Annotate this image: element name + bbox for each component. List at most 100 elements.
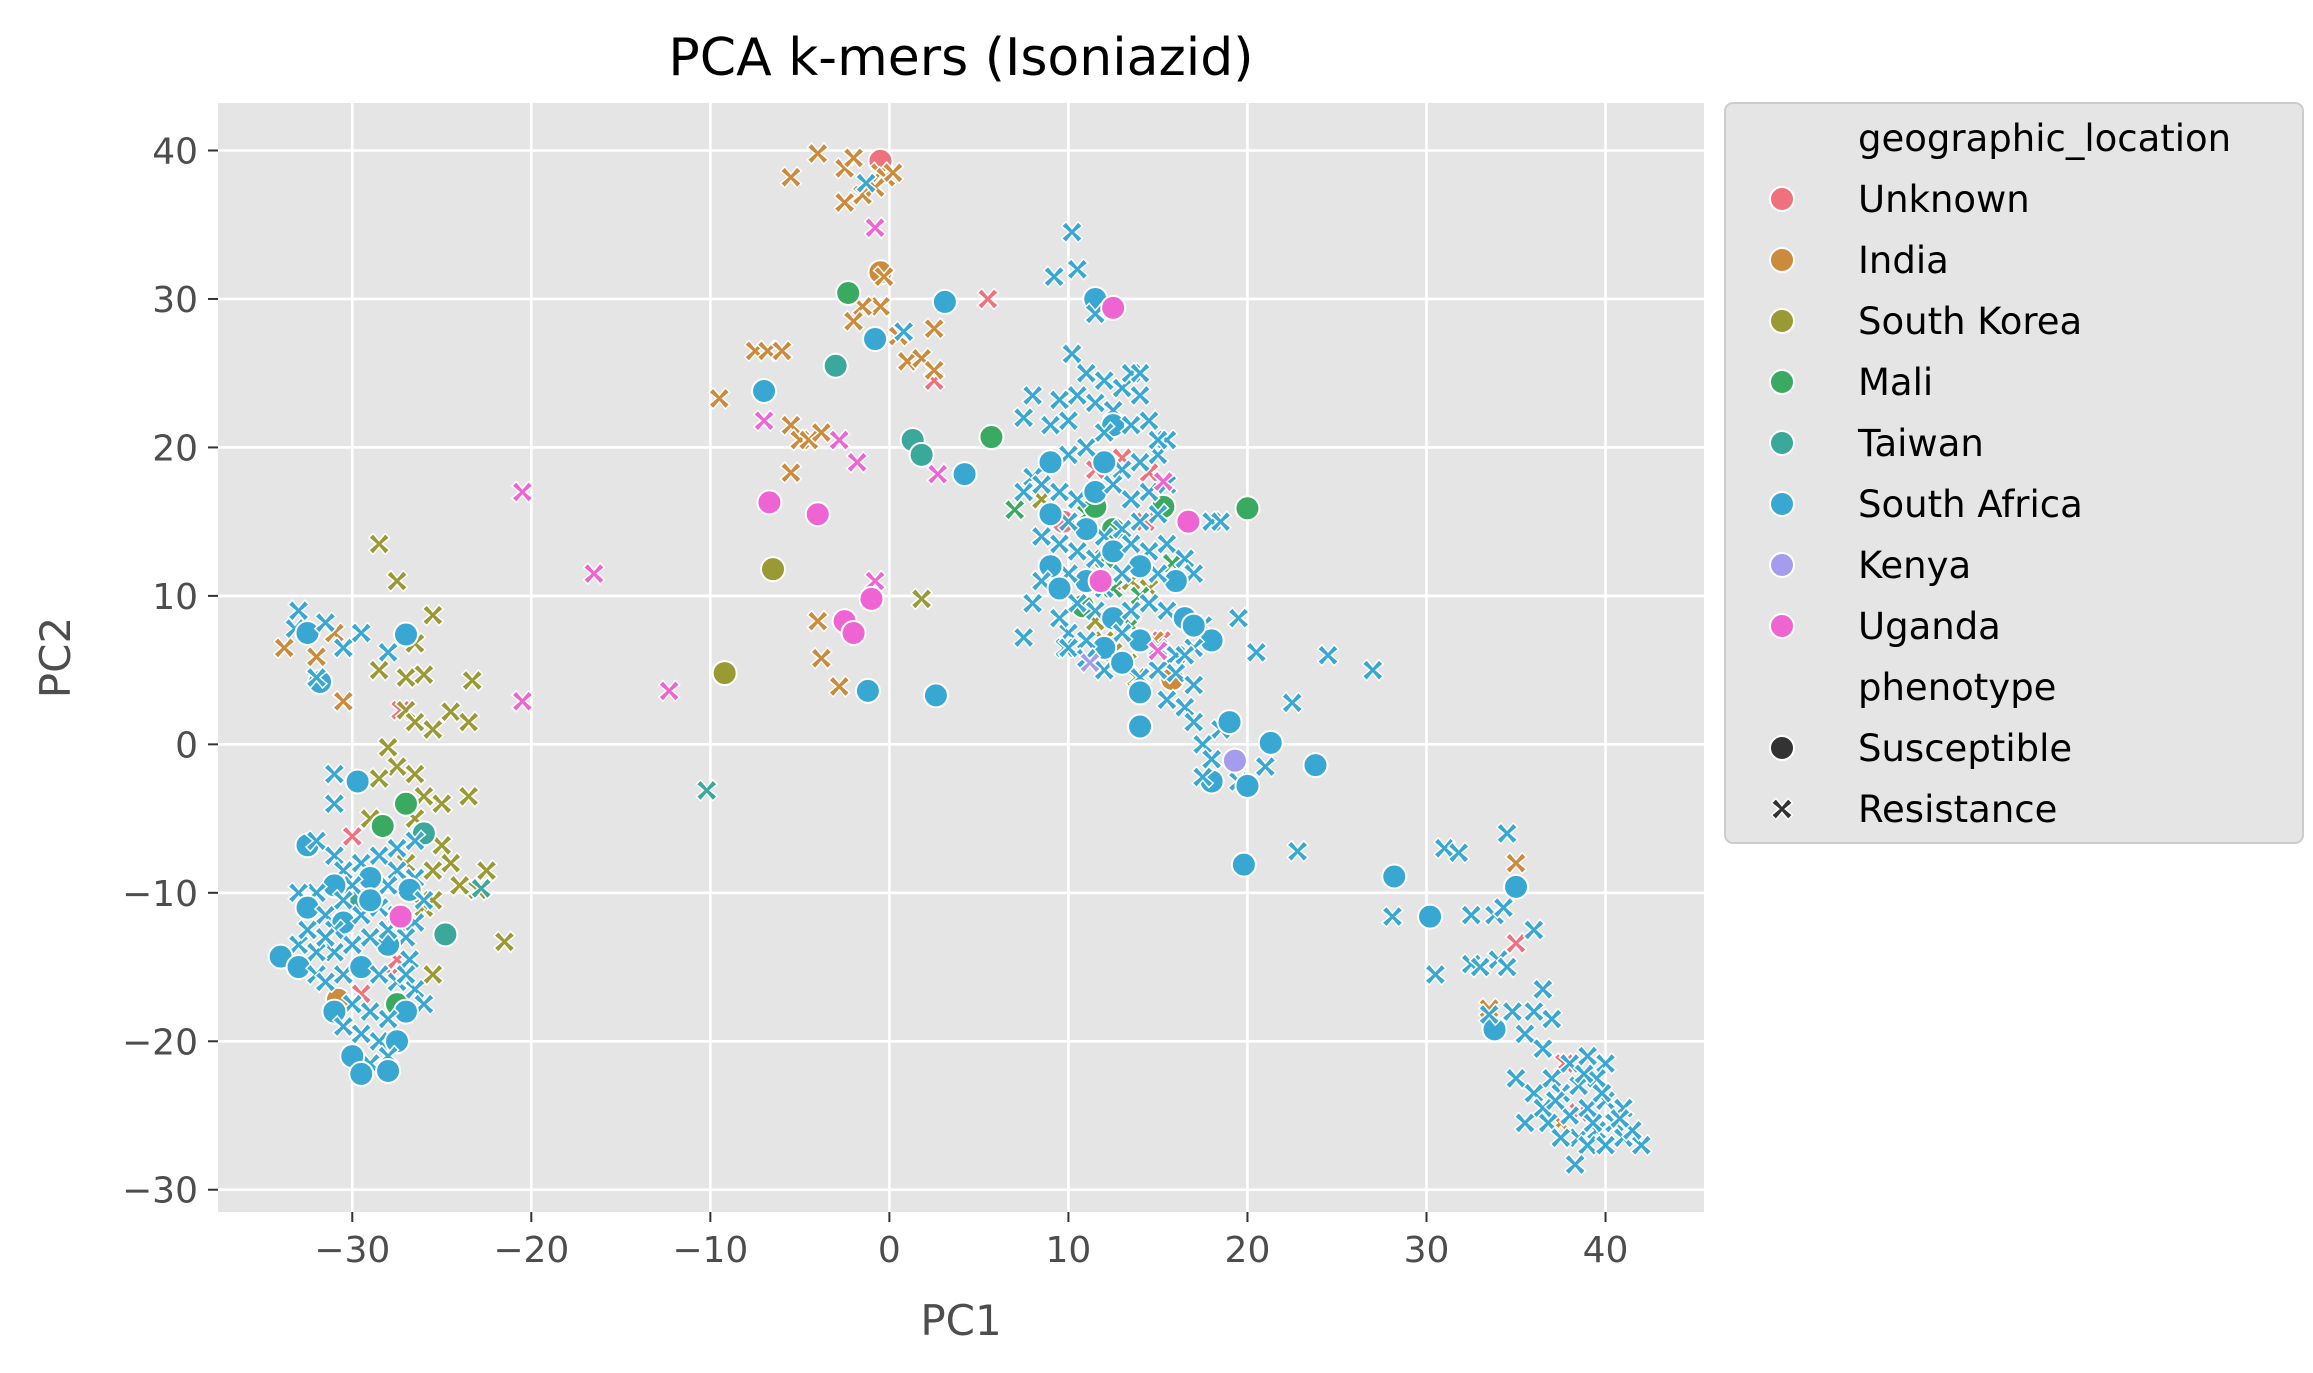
data-point-resistance <box>827 674 851 699</box>
data-point-susceptible <box>858 585 885 612</box>
data-point-resistance <box>1531 1037 1555 1061</box>
data-point-resistance <box>1029 524 1054 549</box>
data-point-susceptible <box>348 1060 375 1087</box>
x-tick-label: 40 <box>1583 1230 1629 1271</box>
data-point-resistance <box>1092 420 1116 445</box>
data-point-resistance <box>272 636 296 660</box>
data-point-resistance <box>412 888 436 912</box>
data-point-resistance <box>1110 376 1134 400</box>
data-point-resistance <box>421 858 445 883</box>
data-point-resistance <box>1173 643 1197 667</box>
data-point-resistance <box>1021 591 1045 615</box>
legend-marker-mali <box>1769 369 1795 395</box>
y-tick-label: 20 <box>152 428 198 469</box>
data-point-resistance <box>295 918 320 942</box>
data-point-resistance <box>457 710 481 734</box>
data-point-susceptible <box>1216 709 1243 736</box>
data-point-resistance <box>1447 841 1471 865</box>
data-point-susceptible <box>1037 553 1064 580</box>
legend-marker-south-africa <box>1769 491 1795 517</box>
data-point-resistance <box>1092 369 1116 393</box>
data-point-resistance <box>421 717 445 742</box>
data-point-resistance <box>1128 361 1152 385</box>
data-point-resistance <box>430 792 454 816</box>
data-point-resistance <box>349 621 373 645</box>
data-point-resistance <box>1078 651 1102 675</box>
data-point-resistance <box>1459 903 1483 927</box>
gridlines <box>218 103 1704 1212</box>
data-point-resistance <box>394 962 418 987</box>
data-point-susceptible <box>1180 612 1207 639</box>
data-point-resistance <box>510 480 534 504</box>
data-point-resistance <box>1504 851 1528 875</box>
data-point-resistance <box>510 689 534 713</box>
data-point-resistance <box>1200 747 1224 771</box>
legend-label-mali: Mali <box>1858 361 1933 404</box>
data-point-resistance <box>460 668 484 693</box>
data-point-resistance <box>376 640 400 664</box>
data-point-resistance <box>1137 409 1161 433</box>
data-point-resistance <box>1012 480 1036 504</box>
data-point-resistance <box>331 636 355 660</box>
data-point-resistance <box>1065 383 1089 408</box>
data-point-resistance <box>1549 1126 1573 1150</box>
data-point-susceptible <box>369 813 396 840</box>
series-india <box>272 141 1573 1135</box>
data-point-resistance <box>385 836 409 860</box>
data-point-resistance <box>376 735 400 759</box>
data-point-resistance <box>403 710 427 734</box>
data-point-resistance <box>1558 1103 1582 1128</box>
data-point-susceptible <box>321 998 348 1025</box>
data-point-resistance <box>806 141 830 166</box>
data-point-resistance <box>340 824 364 849</box>
data-point-resistance <box>403 762 427 786</box>
data-point-resistance <box>1522 999 1546 1024</box>
data-point-resistance <box>1540 1007 1564 1031</box>
data-point-susceptible <box>387 903 414 930</box>
data-point-susceptible <box>922 682 949 709</box>
data-point-resistance <box>340 933 364 957</box>
data-point-resistance <box>367 962 391 987</box>
data-point-susceptible <box>1100 294 1127 321</box>
data-point-susceptible <box>384 1028 411 1055</box>
data-point-resistance <box>1581 1111 1605 1135</box>
data-point-susceptible <box>751 378 778 405</box>
legend-marker-south-korea <box>1769 308 1795 334</box>
data-point-resistance <box>1285 839 1310 863</box>
data-point-resistance <box>1119 532 1143 556</box>
data-point-resistance <box>1572 1062 1596 1086</box>
data-point-resistance <box>1226 606 1251 630</box>
legend-label-uganda: Uganda <box>1858 605 2001 648</box>
data-point-resistance <box>841 309 866 333</box>
data-point-resistance <box>779 165 803 189</box>
x-tick-label: 20 <box>1225 1230 1271 1271</box>
data-point-susceptible <box>1109 649 1136 676</box>
data-point-susceptible <box>1302 752 1329 779</box>
data-point-resistance <box>1244 640 1269 664</box>
data-point-resistance <box>1522 1081 1546 1105</box>
data-point-resistance <box>1182 710 1206 734</box>
x-tick-label: 30 <box>1404 1230 1450 1271</box>
data-point-susceptible <box>1221 747 1248 774</box>
data-point-resistance <box>922 317 946 341</box>
data-point-resistance <box>1593 1051 1618 1076</box>
data-point-resistance <box>1629 1133 1653 1157</box>
legend-label-taiwan: Taiwan <box>1857 422 1984 465</box>
legend-marker-india <box>1769 247 1795 273</box>
data-point-resistance <box>657 679 681 703</box>
data-point-susceptible <box>1234 495 1261 522</box>
data-point-resistance <box>469 876 493 900</box>
data-point-susceptible <box>1381 863 1408 890</box>
data-point-resistance <box>304 645 329 669</box>
data-point-resistance <box>304 665 329 690</box>
data-point-susceptible <box>711 660 738 687</box>
legend-marker-taiwan <box>1769 430 1795 456</box>
axes: −30 −20 −10 0 10 20 30 40 −30 −20 −10 0 10 20 30 40 <box>122 132 1628 1271</box>
data-point-susceptible <box>1503 873 1530 900</box>
data-point-resistance <box>922 358 946 382</box>
data-point-resistance <box>1074 361 1098 385</box>
data-point-resistance <box>1151 469 1175 494</box>
data-point-susceptible <box>978 424 1005 451</box>
y-tick-label: 10 <box>152 577 198 618</box>
